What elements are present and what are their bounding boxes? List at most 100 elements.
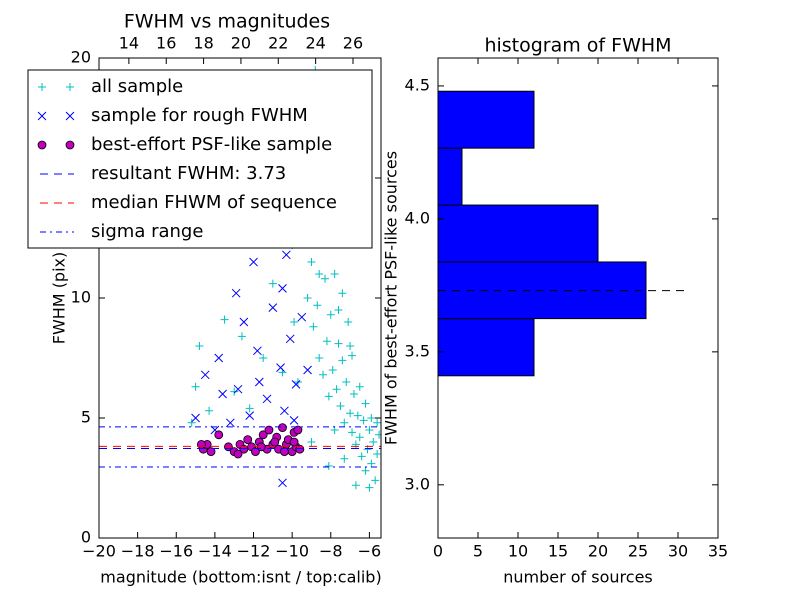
legend-label: median FHWM of sequence bbox=[91, 192, 337, 213]
chart-title: histogram of FWHM bbox=[484, 35, 671, 57]
point bbox=[258, 430, 268, 440]
x-tick-label: 20 bbox=[588, 542, 608, 561]
point bbox=[196, 439, 206, 449]
point bbox=[330, 270, 339, 278]
plot-area bbox=[99, 66, 381, 492]
point bbox=[324, 462, 333, 470]
point bbox=[371, 476, 380, 485]
point bbox=[239, 317, 249, 327]
point bbox=[334, 306, 343, 314]
point bbox=[338, 356, 347, 365]
point bbox=[349, 390, 358, 398]
point bbox=[237, 332, 246, 341]
point bbox=[336, 402, 345, 410]
right-plot: 0 5 10 15 20 25 30 35 3.0 3.5 4.0 4.5 histogram of F… bbox=[382, 35, 729, 587]
point bbox=[293, 425, 303, 435]
legend-label: all sample bbox=[91, 76, 183, 97]
point bbox=[230, 387, 239, 396]
point bbox=[320, 274, 329, 283]
axes-frame bbox=[437, 57, 719, 539]
point bbox=[359, 416, 368, 425]
point bbox=[348, 351, 357, 360]
x2-tick-label: 16 bbox=[156, 34, 176, 53]
y-tick-label: 10 bbox=[71, 288, 91, 307]
point bbox=[297, 312, 307, 322]
point bbox=[361, 466, 370, 475]
y-axis-label: FWHM (pix) bbox=[50, 252, 69, 345]
legend-label: sigma range bbox=[91, 221, 203, 242]
point bbox=[290, 318, 299, 326]
point bbox=[351, 481, 360, 490]
y-axis-label: FWHM of best-effort PSF-like sources bbox=[382, 151, 401, 445]
y-tick-label: 3.0 bbox=[405, 474, 430, 493]
point bbox=[346, 342, 355, 350]
point bbox=[355, 433, 364, 442]
point bbox=[315, 354, 324, 362]
point bbox=[278, 423, 287, 433]
point bbox=[344, 318, 353, 326]
point bbox=[225, 418, 235, 428]
point bbox=[231, 288, 241, 298]
legend-marker bbox=[37, 111, 47, 121]
x-axis-label: number of sources bbox=[503, 568, 653, 587]
point bbox=[328, 366, 337, 374]
point bbox=[195, 342, 204, 350]
point bbox=[346, 409, 355, 418]
point bbox=[361, 399, 370, 408]
point bbox=[373, 450, 381, 458]
x-tick-label: 10 bbox=[508, 542, 528, 561]
x2-tick-label: 24 bbox=[305, 34, 325, 53]
legend-label: resultant FWHM: 3.73 bbox=[91, 163, 286, 184]
point bbox=[280, 447, 289, 457]
point bbox=[205, 406, 214, 415]
bar bbox=[437, 204, 599, 263]
x-tick-label: 35 bbox=[708, 542, 728, 561]
point bbox=[373, 418, 381, 427]
x2-tick-label: 22 bbox=[268, 34, 288, 53]
point bbox=[367, 459, 376, 468]
x-tick-label: 5 bbox=[473, 542, 483, 561]
point bbox=[249, 257, 258, 267]
point bbox=[253, 346, 262, 356]
chart-title: FWHM vs magnitudes bbox=[124, 11, 330, 33]
x-tick-label: −14 bbox=[198, 542, 232, 561]
y-tick-label: 0 bbox=[81, 528, 91, 547]
point bbox=[254, 377, 264, 387]
point bbox=[340, 418, 349, 427]
point bbox=[315, 270, 324, 278]
point bbox=[365, 483, 374, 492]
x2-tick-label: 26 bbox=[343, 34, 363, 53]
point bbox=[245, 411, 255, 420]
point bbox=[233, 384, 243, 394]
point bbox=[206, 447, 216, 457]
point bbox=[309, 322, 318, 331]
legend-marker bbox=[65, 140, 75, 150]
point bbox=[369, 438, 378, 446]
y-tick-label: 5 bbox=[81, 408, 91, 427]
point bbox=[313, 301, 322, 310]
legend-label: sample for rough FWHM bbox=[91, 105, 308, 126]
point bbox=[264, 425, 274, 435]
point bbox=[326, 310, 335, 319]
point bbox=[278, 284, 287, 293]
point bbox=[307, 438, 316, 446]
x-tick-label: −20 bbox=[82, 542, 116, 561]
point bbox=[251, 447, 260, 457]
point bbox=[295, 444, 305, 454]
point bbox=[239, 444, 249, 454]
point bbox=[324, 392, 333, 401]
point bbox=[367, 414, 376, 422]
point bbox=[307, 258, 316, 266]
point bbox=[351, 440, 360, 449]
legend-marker bbox=[38, 83, 46, 91]
point bbox=[245, 404, 254, 413]
point bbox=[187, 418, 196, 427]
point bbox=[319, 370, 328, 379]
point bbox=[259, 354, 268, 362]
point bbox=[220, 315, 229, 324]
point bbox=[268, 303, 278, 312]
point bbox=[291, 380, 301, 389]
point bbox=[268, 279, 277, 288]
point bbox=[355, 382, 364, 391]
x-tick-label: −12 bbox=[237, 542, 271, 561]
